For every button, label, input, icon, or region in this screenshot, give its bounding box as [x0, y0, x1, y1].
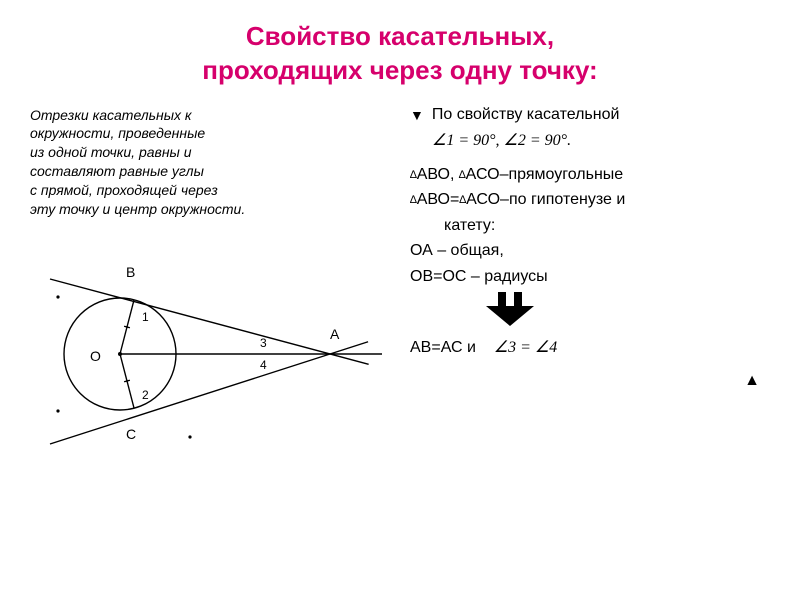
proof-line-3: ОА – общая,	[410, 240, 770, 262]
triangle-icon: ∆	[410, 194, 417, 206]
conclusion-left: АВ=АС и	[410, 339, 476, 356]
angles-equation: ∠1 = 90°, ∠2 = 90°.	[432, 130, 770, 150]
title-line-1: Свойство касательных,	[30, 20, 770, 54]
triangle-down-icon: ▼	[410, 107, 424, 123]
proof-line-2: ∆АВО=∆АСО–по гипотенузе и	[410, 189, 770, 211]
theorem-l2: окружности, проведенные	[30, 124, 390, 143]
proof-line-2c: катету:	[444, 215, 770, 237]
theorem-l6: эту точку и центр окружности.	[30, 200, 390, 219]
geometry-diagram: О А В С 1 2 3 4	[30, 239, 390, 474]
implication-arrow	[470, 292, 550, 333]
theorem-text: Отрезки касательных к окружности, провед…	[30, 106, 390, 219]
left-column: Отрезки касательных к окружности, провед…	[30, 106, 390, 474]
conclusion-right: ∠3 = ∠4	[494, 339, 557, 356]
by-tangent-property: По свойству касательной	[432, 106, 620, 124]
proof-header: ▼ По свойству касательной	[410, 106, 770, 124]
diagram-svg: О А В С 1 2 3 4	[30, 239, 390, 469]
arrow-svg	[480, 292, 540, 328]
qed-triangle: ▲	[410, 372, 770, 390]
content-columns: Отрезки касательных к окружности, провед…	[30, 106, 770, 474]
svg-text:4: 4	[260, 358, 267, 372]
right-column: ▼ По свойству касательной ∠1 = 90°, ∠2 =…	[410, 106, 770, 474]
theorem-l3: из одной точки, равны и	[30, 143, 390, 162]
conclusion: АВ=АС и ∠3 = ∠4	[410, 337, 770, 359]
slide-title: Свойство касательных, проходящих через о…	[30, 20, 770, 88]
svg-text:2: 2	[142, 388, 149, 402]
svg-text:С: С	[126, 426, 136, 442]
theorem-l4: составляют равные углы	[30, 162, 390, 181]
theorem-l1: Отрезки касательных к	[30, 106, 390, 125]
triangle-icon: ∆	[459, 169, 466, 181]
svg-text:А: А	[330, 326, 340, 342]
proof-line-1: ∆АВО, ∆АСО–прямоугольные	[410, 164, 770, 186]
title-line-2: проходящих через одну точку:	[30, 54, 770, 88]
svg-text:О: О	[90, 348, 101, 364]
svg-text:1: 1	[142, 310, 149, 324]
triangle-icon: ∆	[410, 169, 417, 181]
svg-text:3: 3	[260, 336, 267, 350]
proof-line-4: ОВ=ОС – радиусы	[410, 266, 770, 288]
triangle-up-icon: ▲	[744, 372, 760, 389]
svg-text:В: В	[126, 264, 135, 280]
theorem-l5: с прямой, проходящей через	[30, 181, 390, 200]
